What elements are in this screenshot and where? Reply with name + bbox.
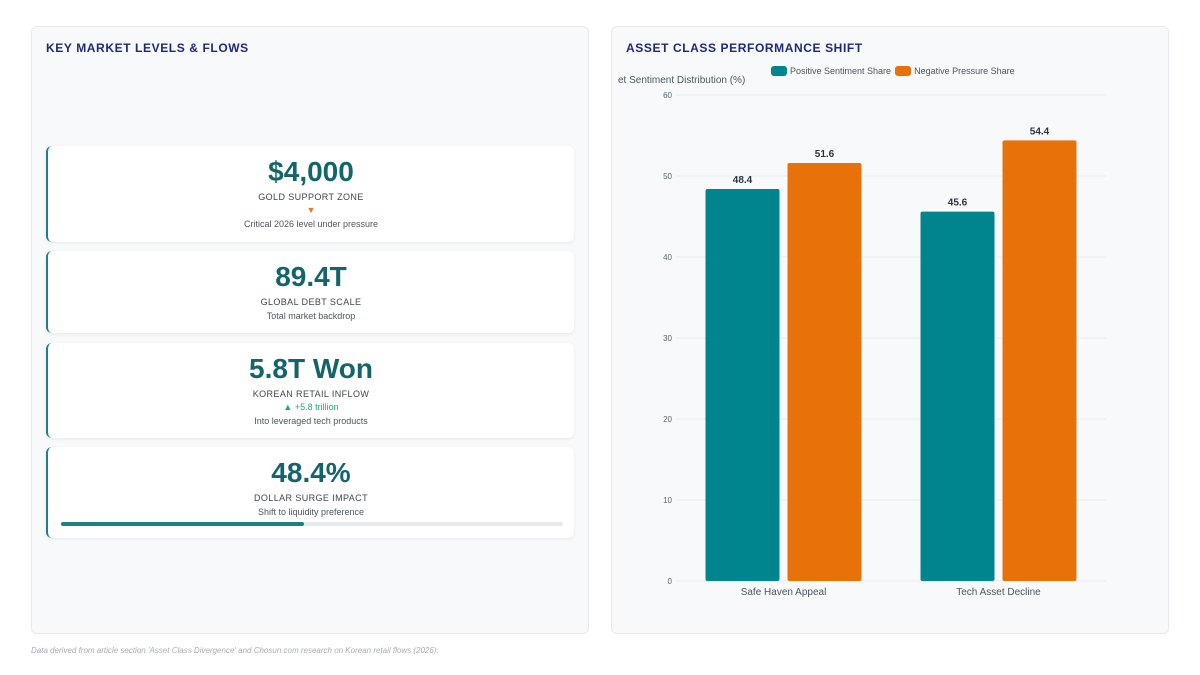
legend-swatch-negative [895,66,912,76]
kpi-subtext: Into leveraged tech products [254,416,368,426]
data-label: 45.6 [948,198,968,209]
data-label: 48.4 [733,175,753,186]
y-tick-label: 60 [663,91,672,100]
y-tick-label: 50 [663,172,672,181]
kpi-value: 89.4T [275,261,347,292]
footnote: Data derived from article section 'Asset… [31,646,439,655]
down-arrow-icon: ▼ [306,205,316,215]
bar [1002,140,1077,582]
kpi-label: KOREAN RETAIL INFLOW [252,389,370,399]
kpi-value: 48.4% [271,457,351,488]
progress-track [61,522,563,526]
legend-label: Positive Sentiment Share [790,66,892,76]
data-label: 51.6 [815,149,835,160]
kpi-subtext: Critical 2026 level under pressure [243,219,379,229]
bar [787,163,862,582]
y-tick-label: 20 [663,415,672,424]
chart-y-axis-title: et Sentiment Distribution (%) [618,75,746,86]
y-tick-label: 0 [668,577,673,586]
bar [705,188,780,581]
chart-legend: Positive Sentiment Share Negative Pressu… [771,66,1015,76]
legend-swatch-positive [771,66,787,76]
key-market-levels-panel: KEY MARKET LEVELS & FLOWS $4,000 GOLD SU… [31,26,589,634]
y-tick-label: 10 [663,496,672,505]
x-tick-label: Safe Haven Appeal [741,587,827,598]
left-panel-title: KEY MARKET LEVELS & FLOWS [46,41,249,55]
kpi-subtext: Shift to liquidity preference [257,507,365,517]
legend-label: Negative Pressure Share [914,66,1015,76]
kpi-card-debt: 89.4T GLOBAL DEBT SCALE Total market bac… [46,251,574,333]
kpi-card-korean-inflow: 5.8T Won KOREAN RETAIL INFLOW ▲ +5.8 tri… [46,343,574,438]
progress-fill [61,522,304,526]
legend-item-negative[interactable]: Negative Pressure Share [895,66,1015,76]
legend-item-positive[interactable]: Positive Sentiment Share [771,66,891,76]
y-tick-label: 30 [663,334,672,343]
kpi-value: 5.8T Won [249,353,373,384]
x-tick-label: Tech Asset Decline [956,587,1041,598]
kpi-delta-up: ▲ +5.8 trillion [283,402,339,412]
data-label: 54.4 [1030,126,1050,137]
kpi-label: GOLD SUPPORT ZONE [258,192,364,202]
bar-chart: 0 10 20 30 40 50 60 48.4 51.6 Safe Haven Appeal 45… [663,91,1106,598]
asset-class-performance-panel: ASSET CLASS PERFORMANCE SHIFT Positive S… [611,26,1169,634]
kpi-label: DOLLAR SURGE IMPACT [254,493,368,503]
bar [920,211,995,581]
kpi-label: GLOBAL DEBT SCALE [260,297,362,307]
right-panel-title: ASSET CLASS PERFORMANCE SHIFT [626,41,863,55]
kpi-value: $4,000 [268,156,354,187]
kpi-card-dollar-surge: 48.4% DOLLAR SURGE IMPACT Shift to liqui… [46,447,574,538]
kpi-card-gold: $4,000 GOLD SUPPORT ZONE ▼ Critical 2026… [46,146,574,242]
y-tick-label: 40 [663,253,672,262]
kpi-subtext: Total market backdrop [266,311,356,321]
